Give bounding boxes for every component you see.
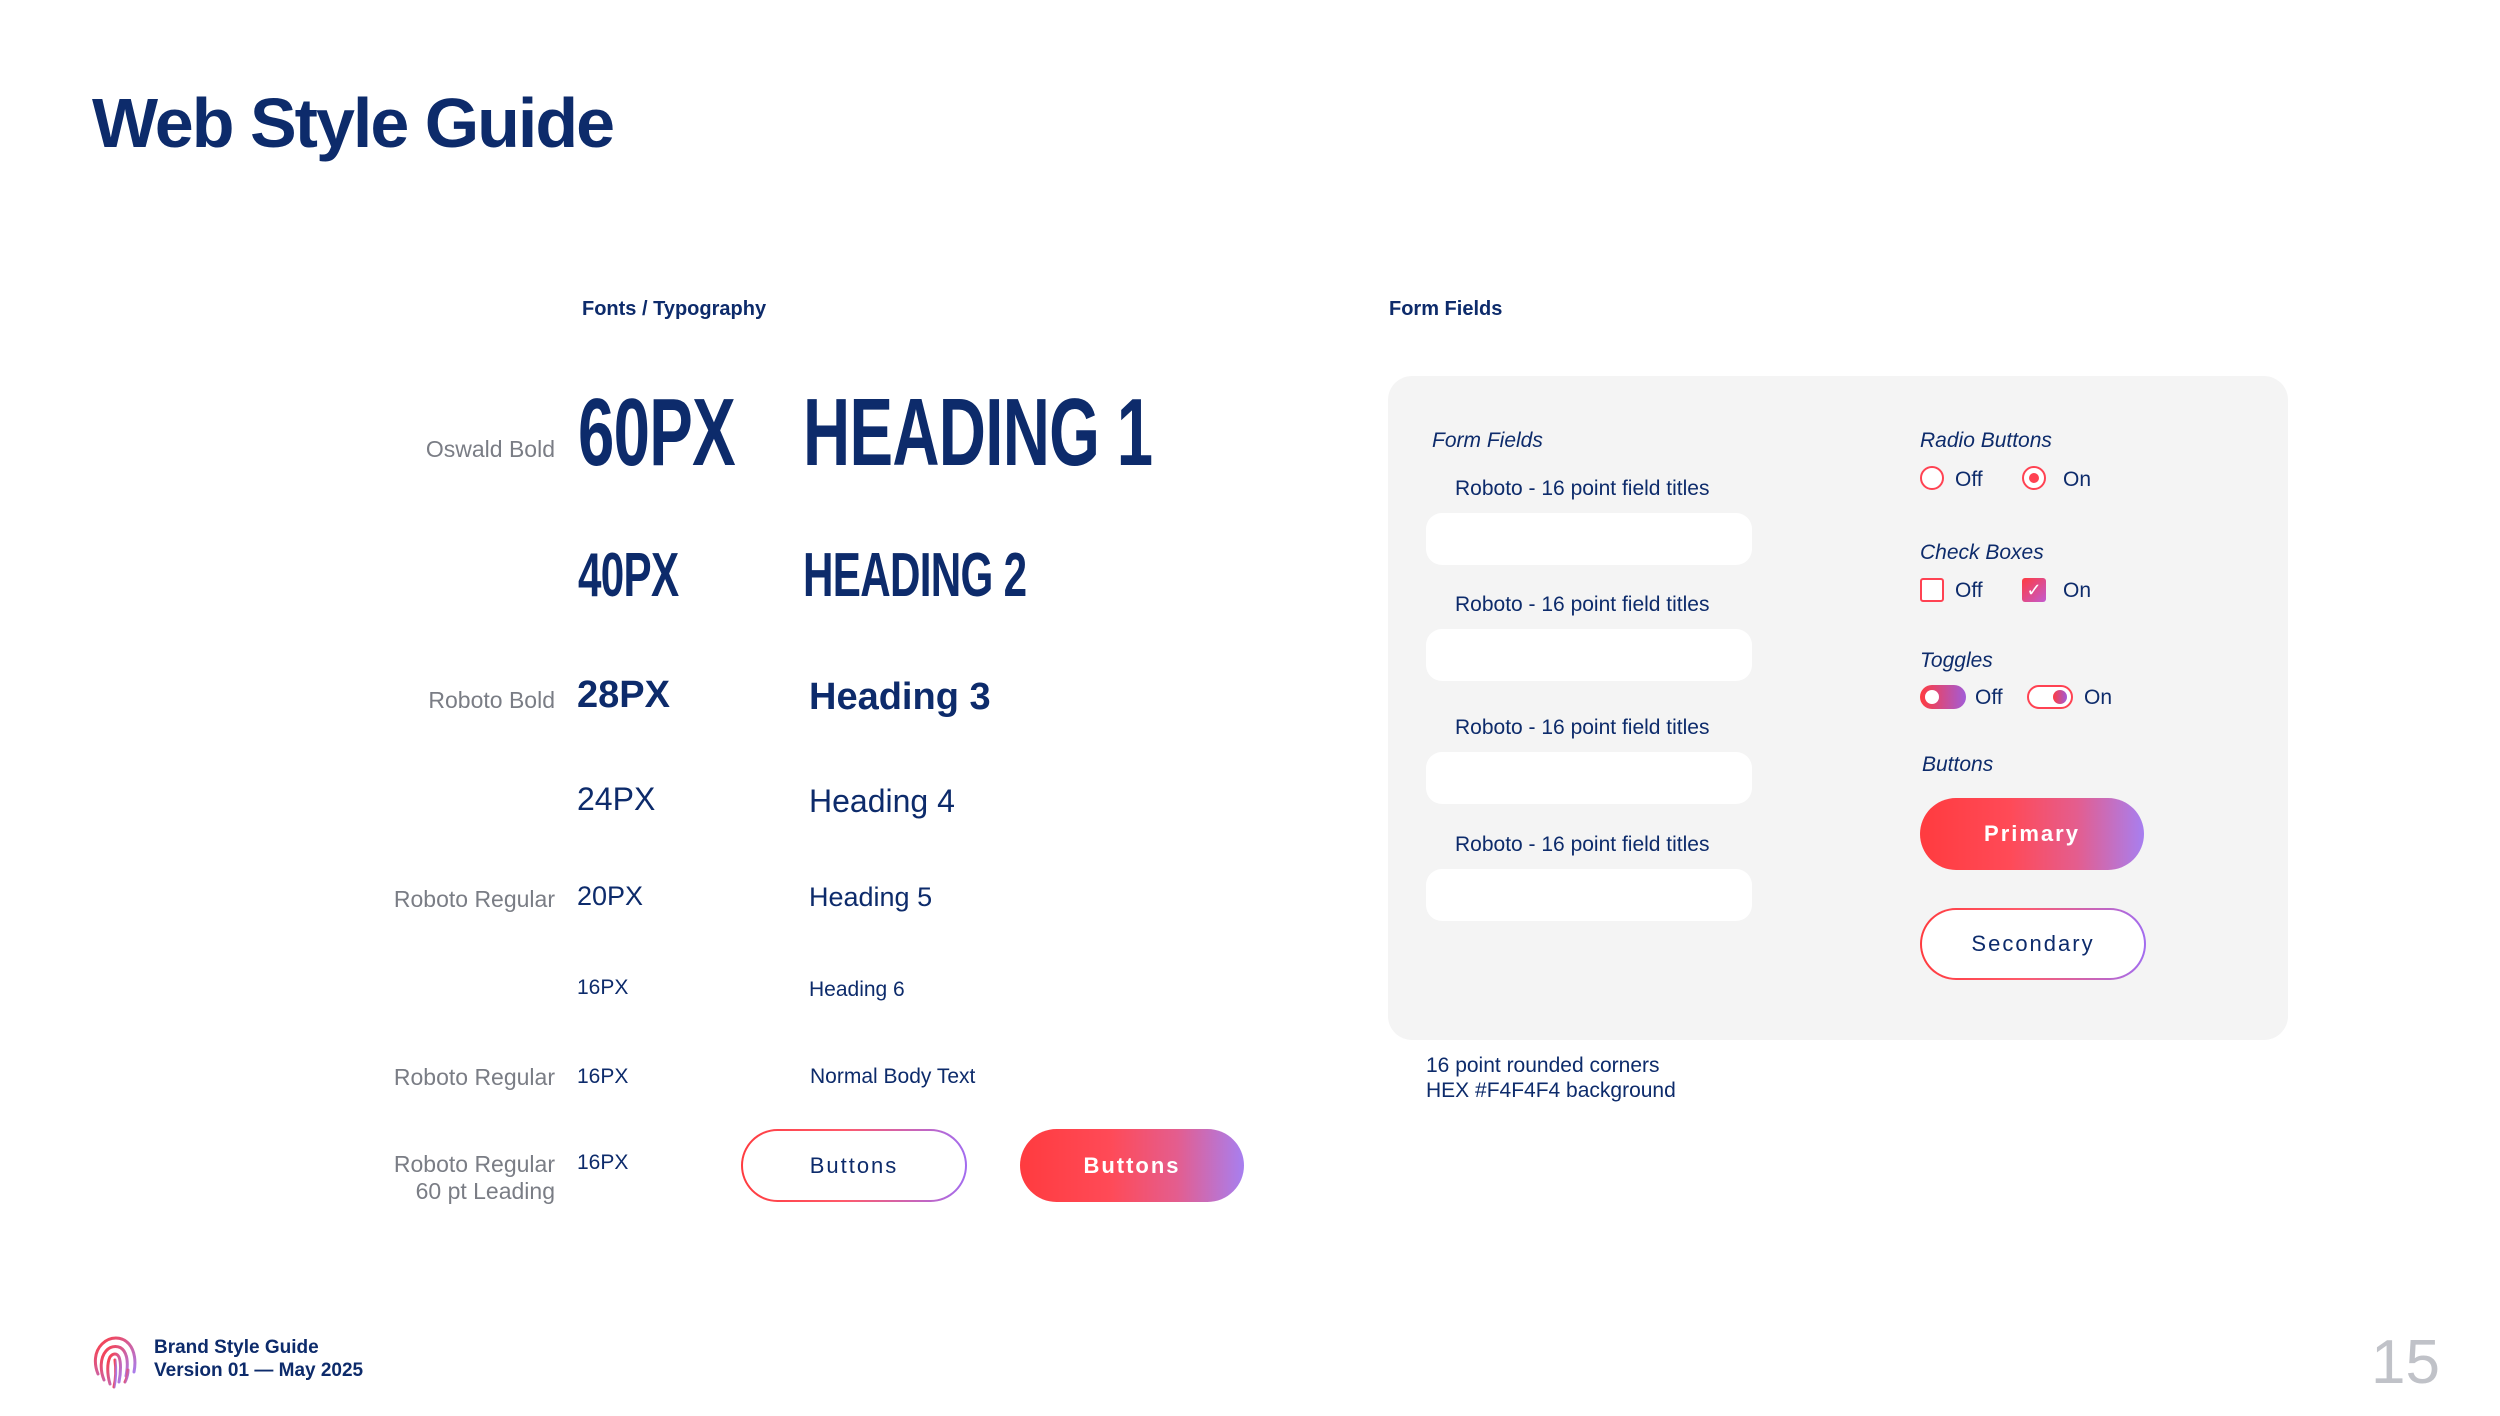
page-title: Web Style Guide <box>92 84 615 162</box>
form-fields-heading: Form Fields <box>1432 429 1543 452</box>
type-sample-heading-3: Heading 3 <box>809 676 991 718</box>
type-sample-heading-2: HEADING 2 <box>803 541 1027 610</box>
radio-on[interactable] <box>2022 466 2046 490</box>
font-label-roboto-bold: Roboto Bold <box>428 687 555 713</box>
type-size-28px: 28PX <box>577 674 670 716</box>
toggle-off-label: Off <box>1975 686 2003 709</box>
fingerprint-logo-icon <box>92 1330 138 1390</box>
toggle-knob <box>1925 690 1939 704</box>
type-sample-heading-1: HEADING 1 <box>803 379 1153 486</box>
button-label: Secondary <box>1971 931 2095 956</box>
toggle-on-label: On <box>2084 686 2113 709</box>
button-label: Buttons <box>809 1152 899 1178</box>
radio-buttons-heading: Radio Buttons <box>1920 429 2052 452</box>
type-size-24px: 24PX <box>577 781 656 817</box>
type-size-60px: 60PX <box>578 379 736 486</box>
radio-off[interactable] <box>1920 466 1944 490</box>
type-size-16px: 16PX <box>577 1151 629 1174</box>
toggle-knob <box>2053 690 2067 704</box>
note-hex-background: HEX #F4F4F4 background <box>1426 1079 1676 1102</box>
type-sample-body-text: Normal Body Text <box>810 1065 976 1088</box>
footer-version: Version 01 — May 2025 <box>154 1360 364 1381</box>
field-title: Roboto - 16 point field titles <box>1455 716 1710 739</box>
font-label-roboto-regular: Roboto Regular <box>393 1064 555 1090</box>
type-sample-heading-5: Heading 5 <box>809 882 933 912</box>
footer-guide-name: Brand Style Guide <box>154 1337 319 1358</box>
radio-off-label: Off <box>1955 468 1983 491</box>
buttons-outline-sample[interactable]: Buttons <box>741 1129 967 1202</box>
check-boxes-heading: Check Boxes <box>1920 541 2044 564</box>
toggle-off[interactable] <box>1920 685 1966 709</box>
font-label-roboto-regular: Roboto Regular <box>393 1151 555 1177</box>
type-sample-heading-6: Heading 6 <box>809 978 905 1001</box>
text-field[interactable] <box>1426 752 1752 804</box>
type-size-16px: 16PX <box>577 1065 629 1088</box>
page-number: 15 <box>2371 1328 2440 1397</box>
text-field[interactable] <box>1426 869 1752 921</box>
field-title: Roboto - 16 point field titles <box>1455 833 1710 856</box>
type-sample-heading-4: Heading 4 <box>809 783 955 819</box>
field-title: Roboto - 16 point field titles <box>1455 477 1710 500</box>
form-fields-panel <box>1388 376 2288 1040</box>
text-field[interactable] <box>1426 513 1752 565</box>
type-size-40px: 40PX <box>578 541 679 610</box>
font-label-roboto-regular: Roboto Regular <box>393 886 555 912</box>
type-size-20px: 20PX <box>577 881 644 911</box>
section-label-typography: Fonts / Typography <box>582 298 767 320</box>
radio-selected-dot <box>2029 473 2039 483</box>
font-label-oswald-bold: Oswald Bold <box>425 436 555 462</box>
checkbox-off[interactable] <box>1920 578 1944 602</box>
text-field[interactable] <box>1426 629 1752 681</box>
checkmark-icon: ✓ <box>2026 579 2042 600</box>
primary-button[interactable]: Primary <box>1920 798 2144 870</box>
note-rounded-corners: 16 point rounded corners <box>1426 1054 1660 1077</box>
radio-on-label: On <box>2063 468 2092 491</box>
section-label-form-fields: Form Fields <box>1389 298 1503 320</box>
button-label: Buttons <box>1083 1152 1181 1178</box>
toggle-on[interactable] <box>2027 685 2073 709</box>
field-title: Roboto - 16 point field titles <box>1455 593 1710 616</box>
font-label-leading: 60 pt Leading <box>415 1178 555 1204</box>
button-label: Primary <box>1984 821 2080 846</box>
checkbox-off-label: Off <box>1955 579 1983 602</box>
toggles-heading: Toggles <box>1920 649 1993 672</box>
type-size-16px: 16PX <box>577 976 629 999</box>
buttons-filled-sample[interactable]: Buttons <box>1020 1129 1244 1202</box>
secondary-button[interactable]: Secondary <box>1920 908 2146 980</box>
checkbox-on[interactable]: ✓ <box>2022 578 2046 602</box>
buttons-heading: Buttons <box>1922 753 1994 776</box>
checkbox-on-label: On <box>2063 579 2092 602</box>
